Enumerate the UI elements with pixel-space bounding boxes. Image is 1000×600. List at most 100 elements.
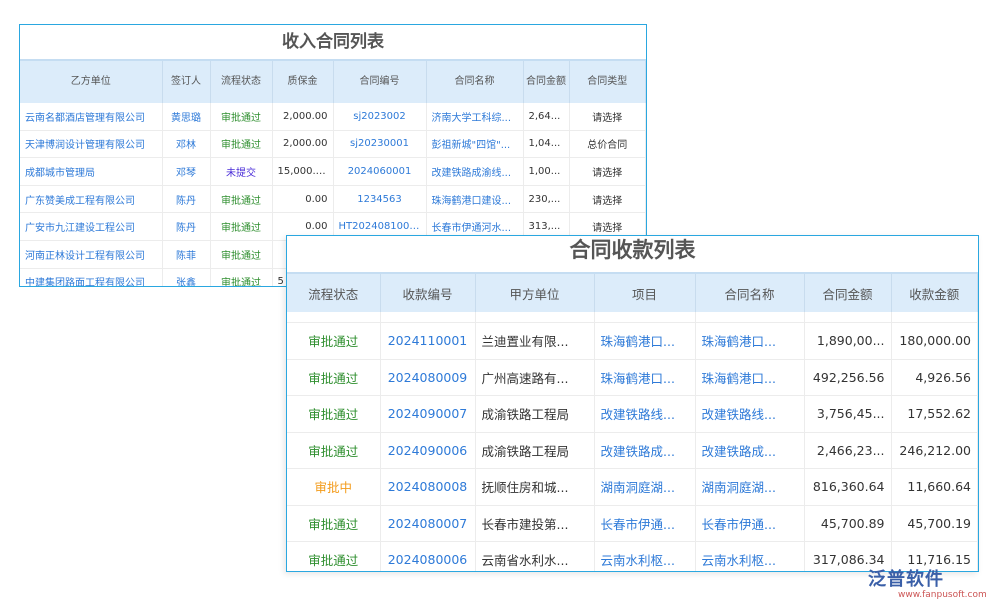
column-header[interactable]: 合同编号 [333, 59, 427, 103]
project-cell[interactable]: 长春市伊通... [594, 505, 696, 542]
project-cell[interactable]: 湖南洞庭湖... [594, 468, 696, 506]
table-row[interactable]: 审批中 2024080008 抚顺住房和城... 湖南洞庭湖... 湖南洞庭湖... 81… [287, 468, 978, 506]
contract-name-cell[interactable]: 济南大学工科综... [426, 103, 524, 131]
contract-amount-cell: 492,256.56 [804, 359, 892, 396]
project-cell[interactable]: 改建铁路线... [594, 395, 696, 433]
project-cell[interactable]: 珠海鹤港口... [594, 359, 696, 396]
spacer-cell [380, 312, 476, 323]
column-header[interactable]: 合同名称 [695, 272, 805, 312]
party-a-cell: 长春市建投第... [475, 505, 595, 542]
income-header-row: 乙方单位 签订人 流程状态 质保金 合同编号 合同名称 合同金额 合同类型 [20, 59, 646, 103]
column-header[interactable]: 项目 [594, 272, 696, 312]
column-header[interactable]: 合同类型 [569, 59, 646, 103]
signer-cell: 张鑫 [162, 268, 211, 286]
column-header[interactable]: 合同名称 [426, 59, 524, 103]
contract-name-cell[interactable]: 改建铁路成渝线... [426, 157, 524, 186]
contract-no-cell[interactable]: 2024060001 [333, 157, 427, 186]
receipt-amount-cell: 17,552.62 [891, 395, 978, 433]
spacer-row [287, 312, 978, 323]
status-cell: 审批通过 [210, 130, 273, 159]
party-b-cell[interactable]: 中建集团路面工程有限公司 [20, 268, 163, 286]
table-row[interactable]: 审批通过 2024080006 云南省水利水... 云南水利枢... 云南水利枢... 3… [287, 541, 978, 571]
receipt-no-cell[interactable]: 2024080007 [380, 505, 476, 542]
status-cell: 审批通过 [287, 359, 381, 396]
table-row[interactable]: 天津博润设计管理有限公司 邓林 审批通过 2,000.00 sj20230001 彭祖新城… [20, 130, 646, 159]
project-cell[interactable]: 珠海鹤港口... [594, 322, 696, 360]
column-header[interactable]: 质保金 [272, 59, 334, 103]
status-cell: 审批通过 [287, 432, 381, 469]
contract-type-cell[interactable]: 请选择 [569, 185, 646, 214]
column-header[interactable]: 收款编号 [380, 272, 476, 312]
receipt-no-cell[interactable]: 2024080006 [380, 541, 476, 571]
amount-cell: 1,04... [523, 130, 570, 159]
watermark-url: www.fanpusoft.com [898, 590, 987, 600]
contract-no-cell[interactable]: sj2023002 [333, 103, 427, 131]
receipt-amount-cell: 11,660.64 [891, 468, 978, 506]
table-row[interactable]: 云南名都酒店管理有限公司 黄思璐 审批通过 2,000.00 sj2023002 济南大学… [20, 103, 646, 131]
signer-cell: 黄思璐 [162, 103, 211, 131]
column-header[interactable]: 流程状态 [210, 59, 273, 103]
contract-type-cell[interactable]: 总价合同 [569, 130, 646, 159]
receipt-amount-cell: 4,926.56 [891, 359, 978, 396]
contract-name-cell[interactable]: 长春市伊通... [695, 505, 805, 542]
party-b-cell[interactable]: 云南名都酒店管理有限公司 [20, 103, 163, 131]
status-cell: 审批通过 [210, 185, 273, 214]
contract-amount-cell: 45,700.89 [804, 505, 892, 542]
contract-type-cell[interactable]: 请选择 [569, 157, 646, 186]
contract-name-cell[interactable]: 云南水利枢... [695, 541, 805, 571]
contract-amount-cell: 816,360.64 [804, 468, 892, 506]
status-cell: 审批通过 [210, 212, 273, 241]
table-row[interactable]: 审批通过 2024080009 广州高速路有... 珠海鹤港口... 珠海鹤港口... 4… [287, 359, 978, 396]
table-row[interactable]: 审批通过 2024090006 成渝铁路工程局 改建铁路成... 改建铁路成... 2,4… [287, 432, 978, 469]
column-header[interactable]: 乙方单位 [20, 59, 163, 103]
column-header[interactable]: 收款金额 [891, 272, 978, 312]
column-header[interactable]: 签订人 [162, 59, 211, 103]
amount-cell: 2,64... [523, 103, 570, 131]
contract-name-cell[interactable]: 珠海鹤港口建设... [426, 185, 524, 214]
contract-name-cell[interactable]: 珠海鹤港口... [695, 322, 805, 360]
status-cell: 审批通过 [287, 505, 381, 542]
contract-name-cell[interactable]: 珠海鹤港口... [695, 359, 805, 396]
table-row[interactable]: 审批通过 2024090007 成渝铁路工程局 改建铁路线... 改建铁路线... 3,7… [287, 395, 978, 433]
receipt-title: 合同收款列表 [569, 238, 696, 262]
table-row[interactable]: 审批通过 2024080007 长春市建投第... 长春市伊通... 长春市伊通... 4… [287, 505, 978, 542]
contract-name-cell[interactable]: 改建铁路线... [695, 395, 805, 433]
party-b-cell[interactable]: 成都城市管理局 [20, 157, 163, 186]
receipt-no-cell[interactable]: 2024080009 [380, 359, 476, 396]
party-a-cell: 兰迪置业有限... [475, 322, 595, 360]
receipt-no-cell[interactable]: 2024090006 [380, 432, 476, 469]
table-row[interactable]: 成都城市管理局 邓琴 未提交 15,000.00 2024060001 改建铁路成渝线..… [20, 157, 646, 186]
column-header[interactable]: 合同金额 [523, 59, 570, 103]
receipt-no-cell[interactable]: 2024110001 [380, 322, 476, 360]
project-cell[interactable]: 改建铁路成... [594, 432, 696, 469]
contract-no-cell[interactable]: sj20230001 [333, 130, 427, 159]
project-cell[interactable]: 云南水利枢... [594, 541, 696, 571]
contract-type-cell[interactable]: 请选择 [569, 103, 646, 131]
receipt-no-cell[interactable]: 2024080008 [380, 468, 476, 506]
party-b-cell[interactable]: 河南正林设计工程有限公司 [20, 240, 163, 269]
status-cell: 审批通过 [287, 541, 381, 571]
table-row[interactable]: 审批通过 2024110001 兰迪置业有限... 珠海鹤港口... 珠海鹤港口... 1… [287, 322, 978, 360]
party-a-cell: 云南省水利水... [475, 541, 595, 571]
party-b-cell[interactable]: 广东赞美成工程有限公司 [20, 185, 163, 214]
status-cell: 审批通过 [287, 322, 381, 360]
receipt-amount-cell: 246,212.00 [891, 432, 978, 469]
contract-name-cell[interactable]: 彭祖新城"四馆"... [426, 130, 524, 159]
party-b-cell[interactable]: 天津博润设计管理有限公司 [20, 130, 163, 159]
contract-name-cell[interactable]: 湖南洞庭湖... [695, 468, 805, 506]
column-header[interactable]: 流程状态 [287, 272, 381, 312]
column-header[interactable]: 合同金额 [804, 272, 892, 312]
contract-amount-cell: 2,466,23... [804, 432, 892, 469]
contract-no-cell[interactable]: 1234563 [333, 185, 427, 214]
contract-name-cell[interactable]: 改建铁路成... [695, 432, 805, 469]
party-a-cell: 成渝铁路工程局 [475, 395, 595, 433]
spacer-cell [475, 312, 595, 323]
column-header[interactable]: 甲方单位 [475, 272, 595, 312]
spacer-cell [695, 312, 805, 323]
table-row[interactable]: 广东赞美成工程有限公司 陈丹 审批通过 0.00 1234563 珠海鹤港口建设... 23… [20, 185, 646, 214]
receipt-no-cell[interactable]: 2024090007 [380, 395, 476, 433]
watermark-logo: 泛普软件 www.fanpusoft.com [868, 571, 993, 600]
spacer-cell [594, 312, 696, 323]
status-cell: 审批通过 [210, 103, 273, 131]
party-b-cell[interactable]: 广安市九江建设工程公司 [20, 212, 163, 241]
